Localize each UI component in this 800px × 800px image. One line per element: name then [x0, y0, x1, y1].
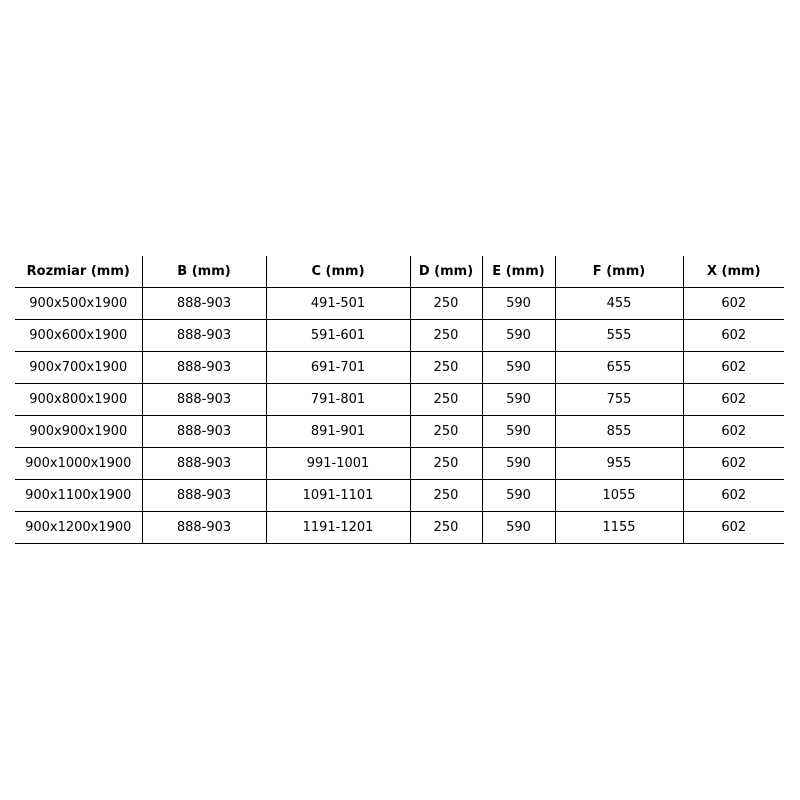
table-cell: 955 — [554, 447, 683, 480]
column-header: D (mm) — [409, 256, 482, 288]
table-cell: 888-903 — [141, 511, 266, 544]
table-cell: 590 — [481, 287, 555, 320]
table-cell: 888-903 — [141, 287, 266, 320]
table-cell: 991-1001 — [265, 447, 410, 480]
table-cell: 591-601 — [265, 319, 410, 352]
table-cell: 1091-1101 — [265, 479, 410, 512]
header-row: Rozmiar (mm) B (mm) C (mm) D (mm) E (mm) F (m… — [15, 256, 784, 288]
table-cell: 891-901 — [265, 415, 410, 448]
table-row: 900x1100x1900 888-903 1091-1101 250 590 1055 6… — [15, 479, 784, 512]
table-cell: 590 — [481, 319, 555, 352]
table-cell: 590 — [481, 479, 555, 512]
table-cell: 855 — [554, 415, 683, 448]
table-cell: 900x900x1900 — [15, 415, 142, 448]
table-cell: 250 — [409, 383, 482, 416]
table-cell: 888-903 — [141, 447, 266, 480]
table-cell: 455 — [554, 287, 683, 320]
table-cell: 602 — [682, 319, 784, 352]
table-cell: 602 — [682, 479, 784, 512]
table-row: 900x800x1900 888-903 791-801 250 590 755 602 — [15, 383, 784, 416]
column-header: X (mm) — [682, 256, 784, 288]
column-header: E (mm) — [481, 256, 555, 288]
table-cell: 888-903 — [141, 383, 266, 416]
table-cell: 900x800x1900 — [15, 383, 142, 416]
table-cell: 602 — [682, 287, 784, 320]
table-cell: 888-903 — [141, 319, 266, 352]
table-cell: 250 — [409, 287, 482, 320]
table-row: 900x600x1900 888-903 591-601 250 590 555 602 — [15, 319, 784, 352]
table-cell: 888-903 — [141, 415, 266, 448]
table-cell: 900x500x1900 — [15, 287, 142, 320]
table-cell: 250 — [409, 351, 482, 384]
table-cell: 900x1200x1900 — [15, 511, 142, 544]
table-cell: 888-903 — [141, 351, 266, 384]
table-row: 900x700x1900 888-903 691-701 250 590 655 602 — [15, 351, 784, 384]
column-header: B (mm) — [141, 256, 266, 288]
table-cell: 250 — [409, 479, 482, 512]
table-cell: 900x1100x1900 — [15, 479, 142, 512]
dimensions-table: Rozmiar (mm) B (mm) C (mm) D (mm) E (mm) F (m… — [15, 256, 784, 544]
table-cell: 1155 — [554, 511, 683, 544]
table-cell: 791-801 — [265, 383, 410, 416]
table-cell: 602 — [682, 415, 784, 448]
table-cell: 250 — [409, 415, 482, 448]
column-header: F (mm) — [554, 256, 683, 288]
table-row: 900x900x1900 888-903 891-901 250 590 855 602 — [15, 415, 784, 448]
table-cell: 755 — [554, 383, 683, 416]
table-cell: 250 — [409, 447, 482, 480]
table-cell: 602 — [682, 447, 784, 480]
column-header: C (mm) — [265, 256, 410, 288]
table-row: 900x1200x1900 888-903 1191-1201 250 590 1155 6… — [15, 511, 784, 544]
table-row: 900x1000x1900 888-903 991-1001 250 590 955 602 — [15, 447, 784, 480]
table-cell: 1191-1201 — [265, 511, 410, 544]
table-cell: 590 — [481, 351, 555, 384]
table-cell: 491-501 — [265, 287, 410, 320]
table-cell: 900x700x1900 — [15, 351, 142, 384]
table-row: 900x500x1900 888-903 491-501 250 590 455 602 — [15, 287, 784, 320]
table-cell: 602 — [682, 351, 784, 384]
table-cell: 1055 — [554, 479, 683, 512]
table-cell: 590 — [481, 383, 555, 416]
table-cell: 590 — [481, 511, 555, 544]
table-cell: 691-701 — [265, 351, 410, 384]
table-cell: 250 — [409, 319, 482, 352]
column-header: Rozmiar (mm) — [15, 256, 142, 288]
table-cell: 888-903 — [141, 479, 266, 512]
table-cell: 900x600x1900 — [15, 319, 142, 352]
table-cell: 590 — [481, 447, 555, 480]
table-cell: 655 — [554, 351, 683, 384]
table-cell: 602 — [682, 511, 784, 544]
table-cell: 602 — [682, 383, 784, 416]
table-cell: 900x1000x1900 — [15, 447, 142, 480]
table-cell: 555 — [554, 319, 683, 352]
table-cell: 590 — [481, 415, 555, 448]
table-cell: 250 — [409, 511, 482, 544]
